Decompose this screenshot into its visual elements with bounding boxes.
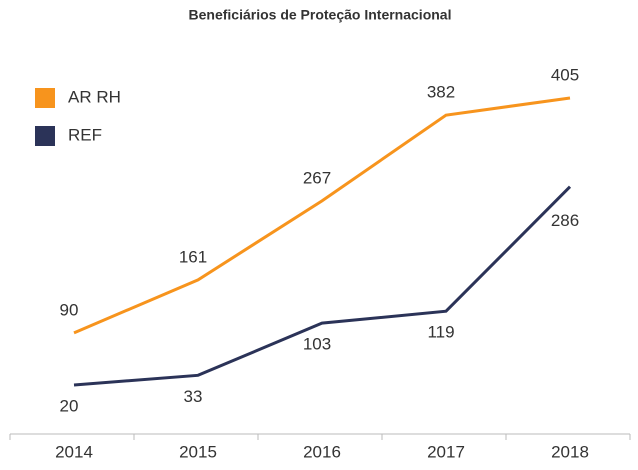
x-tick-label: 2016 xyxy=(303,442,341,461)
x-tick-label: 2018 xyxy=(551,442,589,461)
legend-swatch xyxy=(35,126,55,146)
legend-swatch xyxy=(35,88,55,108)
legend-label: AR RH xyxy=(68,87,121,106)
data-label: 33 xyxy=(184,387,203,406)
legend-label: REF xyxy=(68,125,102,144)
data-label: 20 xyxy=(60,396,79,415)
line xyxy=(73,96,571,335)
data-label: 405 xyxy=(551,65,579,84)
line xyxy=(73,185,572,387)
data-label: 119 xyxy=(427,323,454,342)
data-label: 286 xyxy=(551,211,579,230)
x-tick-label: 2014 xyxy=(55,442,93,461)
x-tick-label: 2017 xyxy=(427,442,465,461)
x-tick-label: 2015 xyxy=(179,442,217,461)
data-label: 161 xyxy=(179,247,207,266)
data-label: 267 xyxy=(303,168,331,187)
data-label: 90 xyxy=(60,300,79,319)
data-label: 103 xyxy=(303,335,331,354)
chart-title: Beneficiários de Proteção Internacional xyxy=(189,7,452,23)
data-label: 382 xyxy=(427,83,455,102)
